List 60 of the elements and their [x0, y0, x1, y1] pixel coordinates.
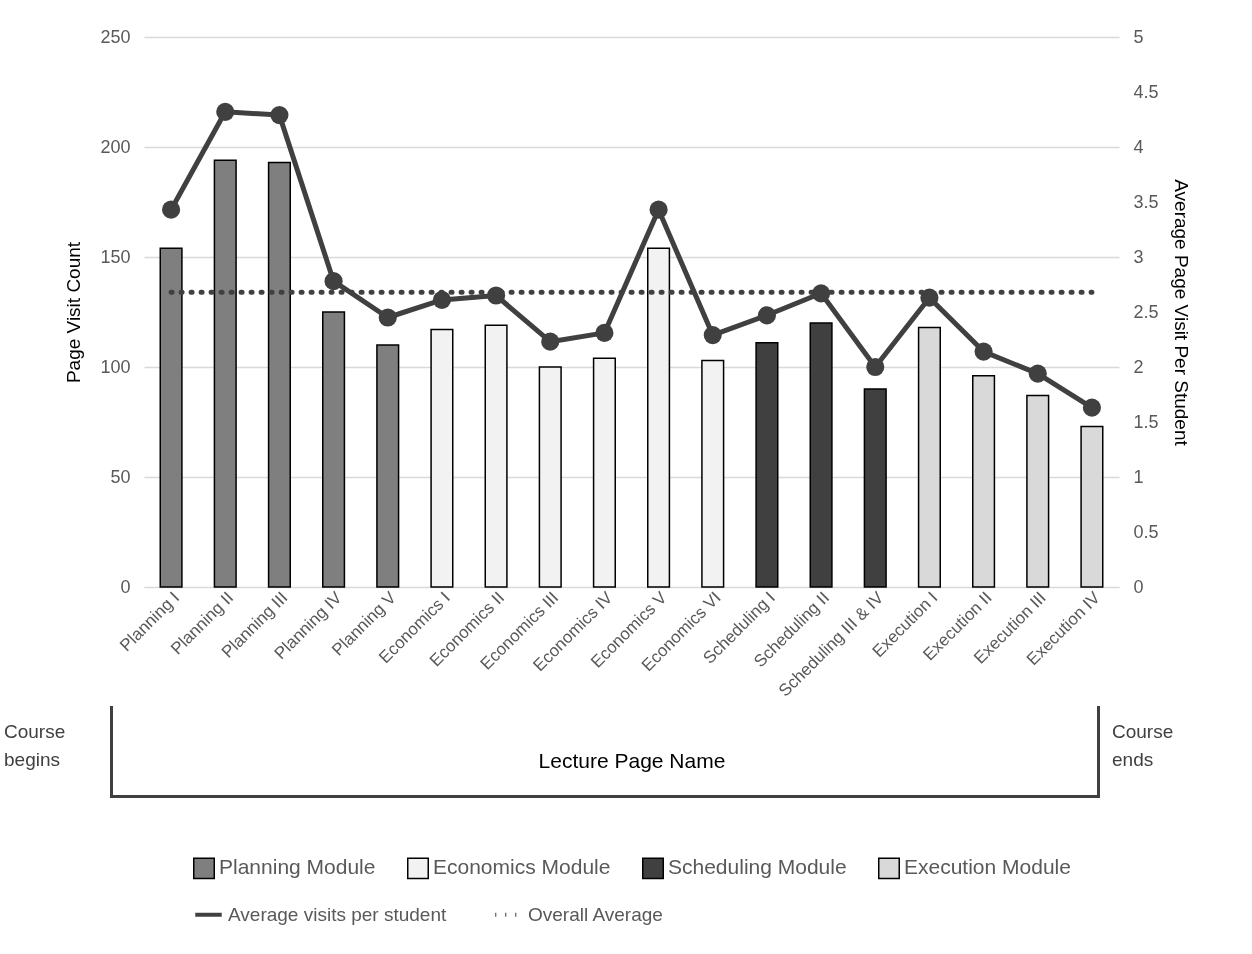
legend-label: Scheduling Module	[668, 855, 847, 879]
bar	[159, 247, 183, 588]
point	[324, 272, 343, 291]
bar	[322, 311, 346, 588]
point	[216, 102, 235, 121]
point	[812, 284, 831, 303]
y2-tick-label: 1	[1133, 466, 1144, 487]
point	[595, 323, 614, 342]
bar	[484, 324, 508, 588]
y-axis-title: Page Visit Count	[63, 241, 85, 384]
bar	[592, 357, 616, 588]
y-tick-label: 250	[100, 26, 131, 47]
point	[920, 288, 939, 307]
y2-tick-label: 2.5	[1133, 301, 1159, 322]
y-tick-label: 150	[100, 246, 131, 267]
y-tick-label: 100	[100, 356, 131, 377]
y2-tick-label: 5	[1133, 26, 1144, 47]
legend-label: Average visits per student	[228, 903, 447, 925]
bar	[267, 161, 291, 588]
y2-tick-label: 0	[1133, 576, 1144, 597]
legend-label: Execution Module	[904, 855, 1071, 879]
bar	[755, 342, 779, 588]
legend-label: Overall Average	[528, 903, 663, 925]
text: Course ends	[1112, 720, 1175, 772]
point	[1028, 364, 1047, 383]
bar	[863, 388, 887, 588]
y2-axis-title: Average Page Visit Per Student	[1170, 179, 1192, 447]
legend-label: Planning Module	[219, 855, 376, 879]
bar	[701, 359, 725, 588]
bar	[213, 159, 237, 588]
y2-tick-label: 4.5	[1133, 81, 1159, 102]
bar	[376, 344, 400, 588]
y2-tick-label: 1.5	[1133, 411, 1159, 432]
point	[162, 200, 181, 219]
bar	[430, 328, 454, 588]
point	[270, 106, 289, 125]
point	[757, 306, 776, 325]
y-tick-label: 50	[110, 466, 131, 487]
point	[974, 342, 993, 361]
point	[487, 286, 506, 305]
point	[1082, 398, 1101, 417]
bar	[809, 322, 833, 588]
point	[866, 357, 885, 377]
bar	[647, 247, 671, 588]
bar	[538, 366, 562, 588]
y2-tick-label: 0.5	[1133, 521, 1159, 542]
y-tick-label: 200	[100, 136, 131, 157]
y2-tick-label: 4	[1133, 136, 1144, 157]
point	[541, 332, 560, 351]
y-tick-label: 0	[120, 576, 131, 597]
point	[432, 290, 451, 309]
y2-tick-label: 2	[1133, 356, 1144, 377]
point	[649, 200, 668, 219]
point	[378, 308, 397, 327]
y2-tick-label: 3.5	[1133, 191, 1159, 212]
y2-tick-label: 3	[1133, 246, 1144, 267]
point	[703, 326, 722, 345]
text: Course begins	[4, 720, 67, 772]
legend-label: Economics Module	[433, 855, 611, 879]
x-axis-title: Lecture Page Name	[538, 748, 726, 772]
